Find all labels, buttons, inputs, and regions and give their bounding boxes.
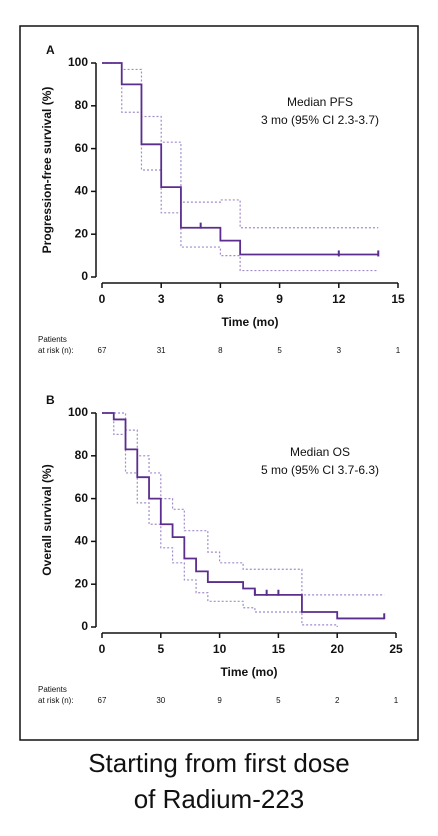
ci-line (102, 412, 385, 596)
at-risk-value: 3 (337, 346, 342, 355)
at-risk-label: Patients (38, 335, 67, 344)
x-tick-label: 5 (157, 642, 164, 656)
panel-letter: B (46, 393, 55, 407)
y-tick-label: 0 (81, 619, 88, 633)
at-risk-value: 30 (156, 696, 165, 705)
at-risk-value: 5 (276, 696, 281, 705)
x-tick-label: 25 (389, 642, 403, 656)
at-risk-label: Patients (38, 685, 67, 694)
at-risk-value: 5 (277, 346, 282, 355)
y-axis-label: Overall survival (%) (40, 464, 54, 575)
frame (19, 25, 419, 741)
x-tick-label: 3 (158, 292, 165, 306)
x-tick-label: 0 (99, 292, 106, 306)
panel-letter: A (46, 43, 55, 57)
at-risk-label: at risk (n): (38, 696, 74, 705)
y-tick-label: 40 (75, 534, 89, 548)
at-risk-value: 9 (217, 696, 222, 705)
survival-line (102, 412, 385, 620)
y-tick-label: 60 (75, 491, 89, 505)
x-tick-label: 15 (272, 642, 286, 656)
x-tick-label: 12 (332, 292, 346, 306)
x-tick-label: 10 (213, 642, 227, 656)
y-tick-label: 100 (68, 405, 88, 419)
survival-line (102, 62, 379, 256)
annotation: 3 mo (95% CI 2.3-3.7) (261, 113, 379, 127)
y-tick-label: 60 (75, 141, 89, 155)
y-tick-label: 80 (75, 448, 89, 462)
at-risk-value: 1 (394, 696, 399, 705)
caption: Starting from first dose (88, 748, 350, 778)
annotation: Median PFS (287, 95, 353, 109)
at-risk-value: 67 (98, 346, 107, 355)
y-tick-label: 100 (68, 55, 88, 69)
x-tick-label: 20 (331, 642, 345, 656)
y-tick-label: 0 (81, 269, 88, 283)
annotation: 5 mo (95% CI 3.7-6.3) (261, 463, 379, 477)
y-tick-label: 20 (75, 576, 89, 590)
x-axis-label: Time (mo) (221, 315, 278, 329)
at-risk-value: 1 (396, 346, 401, 355)
annotation: Median OS (290, 445, 350, 459)
y-tick-label: 80 (75, 98, 89, 112)
ci-line (102, 412, 338, 627)
ci-line (102, 62, 379, 229)
at-risk-value: 31 (157, 346, 166, 355)
caption: of Radium-223 (134, 784, 305, 814)
y-tick-label: 40 (75, 184, 89, 198)
y-axis-label: Progression-free survival (%) (40, 87, 54, 254)
x-tick-label: 15 (391, 292, 405, 306)
x-tick-label: 9 (276, 292, 283, 306)
y-tick-label: 20 (75, 226, 89, 240)
at-risk-label: at risk (n): (38, 346, 74, 355)
x-axis-label: Time (mo) (220, 665, 277, 679)
x-tick-label: 6 (217, 292, 224, 306)
at-risk-value: 67 (98, 696, 107, 705)
x-tick-label: 0 (99, 642, 106, 656)
at-risk-value: 2 (335, 696, 340, 705)
at-risk-value: 8 (218, 346, 223, 355)
ci-line (102, 62, 379, 272)
